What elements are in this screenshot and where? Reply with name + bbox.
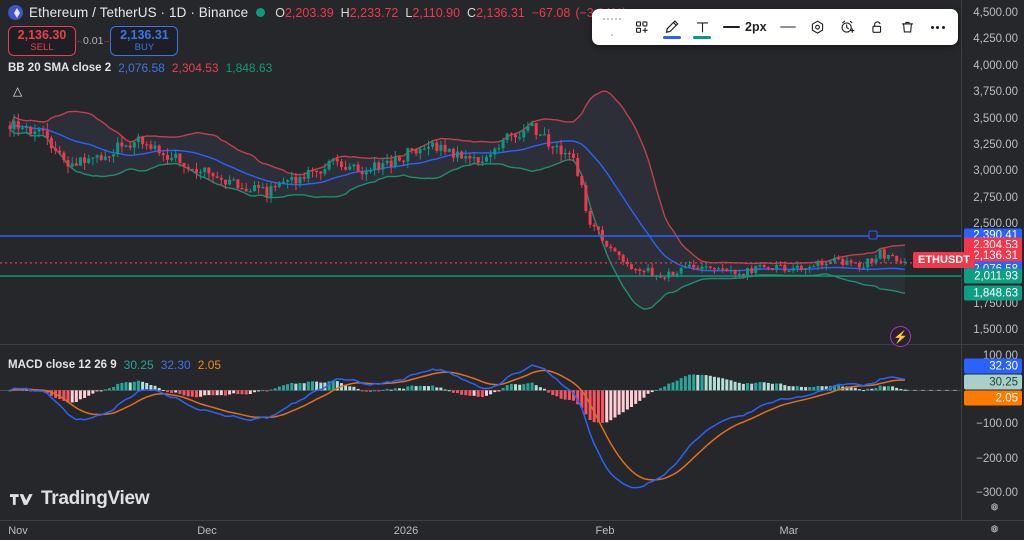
ohlc-values: O 2,203.39 H 2,233.72 L 2,110.90 C 2,136.31 −67.… — [275, 6, 626, 20]
price-axis[interactable]: 4,500.00 4,250.00 4,000.00 3,750.00 3,500.00… — [962, 0, 1024, 344]
add-template-icon[interactable] — [628, 12, 656, 42]
bb-lower-value: 1,848.63 — [225, 61, 273, 75]
price-tag[interactable]: 2,011.93 — [964, 268, 1022, 284]
tradingview-wordmark: TradingView — [41, 488, 150, 509]
buy-label: BUY — [134, 41, 155, 53]
macd-tick: −100.00 — [976, 418, 1018, 431]
line-width-button[interactable]: 2px — [718, 12, 772, 42]
price-tick: 3,250.00 — [973, 139, 1018, 151]
price-tick: 3,000.00 — [973, 165, 1018, 178]
sell-button[interactable]: 2,136.30 SELL — [8, 26, 76, 56]
symbol-legend[interactable]: Ethereum / TetherUS · 1D · Binance O 2,20… — [8, 5, 626, 20]
settings-icon[interactable] — [804, 12, 832, 42]
price-tag[interactable]: 1,848.63 — [964, 285, 1022, 301]
symbol-price-tag[interactable]: ETHUSDT — [913, 252, 975, 268]
price-tick: 4,250.00 — [973, 33, 1018, 46]
low-value: 2,110.90 — [412, 5, 461, 20]
time-label: 2026 — [393, 525, 419, 537]
ethereum-icon — [8, 5, 23, 20]
high-value: 2,233.72 — [349, 5, 399, 20]
macd-axis-settings-gear-icon[interactable] — [988, 502, 1001, 515]
trade-buttons: 2,136.30 SELL 0.01 2,136.31 BUY — [8, 26, 179, 56]
price-tick: 3,500.00 — [973, 112, 1018, 125]
time-label: Dec — [197, 525, 217, 537]
symbol-title[interactable]: Ethereum / TetherUS · 1D · Binance — [29, 5, 249, 20]
market-status-dot — [256, 8, 266, 17]
time-axis-settings-gear-icon[interactable] — [988, 524, 1001, 537]
bb-upper-value: 2,304.53 — [171, 61, 219, 75]
macd-value-tag[interactable]: 30.25 — [964, 374, 1022, 390]
chart-marker-caret: △ — [13, 84, 23, 98]
macd-axis[interactable]: 100.00 −100.00 −200.00 −300.00 32.30 30.25 2.… — [962, 346, 1024, 520]
price-tick: 4,500.00 — [973, 6, 1018, 19]
price-tag-value: 1,848.63 — [973, 287, 1018, 300]
price-tick: 2,500.00 — [973, 218, 1018, 231]
tradingview-logo-icon — [10, 493, 33, 505]
macd-legend-name: MACD close 12 26 9 — [8, 359, 117, 371]
macd-value-2: 32.30 — [160, 358, 191, 372]
price-tick: 3,750.00 — [973, 86, 1018, 99]
tradingview-watermark: TradingView — [10, 488, 150, 510]
high-key: H — [340, 5, 350, 20]
open-key: O — [275, 5, 285, 20]
close-key: C — [467, 5, 477, 20]
sell-label: SELL — [30, 41, 54, 53]
close-value: 2,136.31 — [476, 5, 525, 20]
open-value: 2,203.39 — [284, 5, 334, 20]
price-tick: 4,000.00 — [973, 59, 1018, 72]
time-label: Nov — [8, 525, 28, 537]
line-width-preview — [723, 26, 740, 28]
bollinger-bands-legend[interactable]: BB 20 SMA close 2 2,076.58 2,304.53 1,84… — [8, 61, 272, 75]
macd-value-tag[interactable]: 32.30 — [964, 358, 1022, 374]
price-tick: 1,500.00 — [973, 324, 1018, 337]
toolbar-drag-handle[interactable] — [598, 12, 626, 42]
macd-value-3: 2.05 — [197, 358, 222, 372]
add-alert-icon[interactable] — [834, 12, 862, 42]
macd-pane[interactable] — [0, 346, 962, 520]
macd-tick: −300.00 — [976, 486, 1018, 499]
spread-value: 0.01 — [74, 35, 112, 47]
more-options-icon[interactable] — [924, 12, 952, 42]
drawing-toolbar[interactable]: 2px — [592, 9, 958, 45]
buy-price: 2,136.31 — [120, 28, 169, 43]
time-axis[interactable]: Nov Dec 2026 Feb Mar — [0, 520, 1024, 540]
pencil-icon[interactable] — [658, 12, 686, 42]
text-color-indicator — [693, 36, 711, 39]
line-style-icon[interactable] — [774, 12, 802, 42]
unlock-icon[interactable] — [864, 12, 892, 42]
bb-basis-value: 2,076.58 — [118, 61, 165, 75]
price-pane[interactable]: △ — [0, 0, 962, 344]
low-key: L — [405, 5, 413, 20]
price-tag-value: 2,136.31 — [973, 250, 1018, 263]
macd-legend[interactable]: MACD close 12 26 9 30.25 32.30 2.05 — [8, 358, 221, 372]
trash-icon[interactable] — [894, 12, 922, 42]
buy-button[interactable]: 2,136.31 BUY — [110, 26, 179, 56]
time-label: Feb — [595, 525, 615, 537]
pane-divider[interactable] — [0, 344, 1024, 345]
price-chart-svg — [0, 90, 962, 310]
macd-value-tag[interactable]: 2.05 — [964, 390, 1022, 406]
line-width-label: 2px — [745, 20, 767, 34]
price-tick: 2,750.00 — [973, 191, 1018, 204]
line-selection-handle[interactable] — [868, 230, 878, 240]
macd-value-1: 30.25 — [123, 358, 154, 372]
text-tool-icon[interactable] — [688, 12, 716, 42]
macd-chart-svg — [0, 364, 962, 489]
price-tag-value: 2,011.93 — [974, 270, 1018, 283]
lightning-badge-icon[interactable]: ⚡ — [890, 326, 911, 347]
pencil-color-indicator — [663, 36, 681, 39]
change-value: −67.08 — [531, 5, 571, 20]
bb-legend-name: BB 20 SMA close 2 — [8, 62, 112, 74]
sell-price: 2,136.30 — [17, 28, 67, 43]
time-label: Mar — [779, 525, 799, 537]
macd-tick: −200.00 — [976, 452, 1018, 465]
